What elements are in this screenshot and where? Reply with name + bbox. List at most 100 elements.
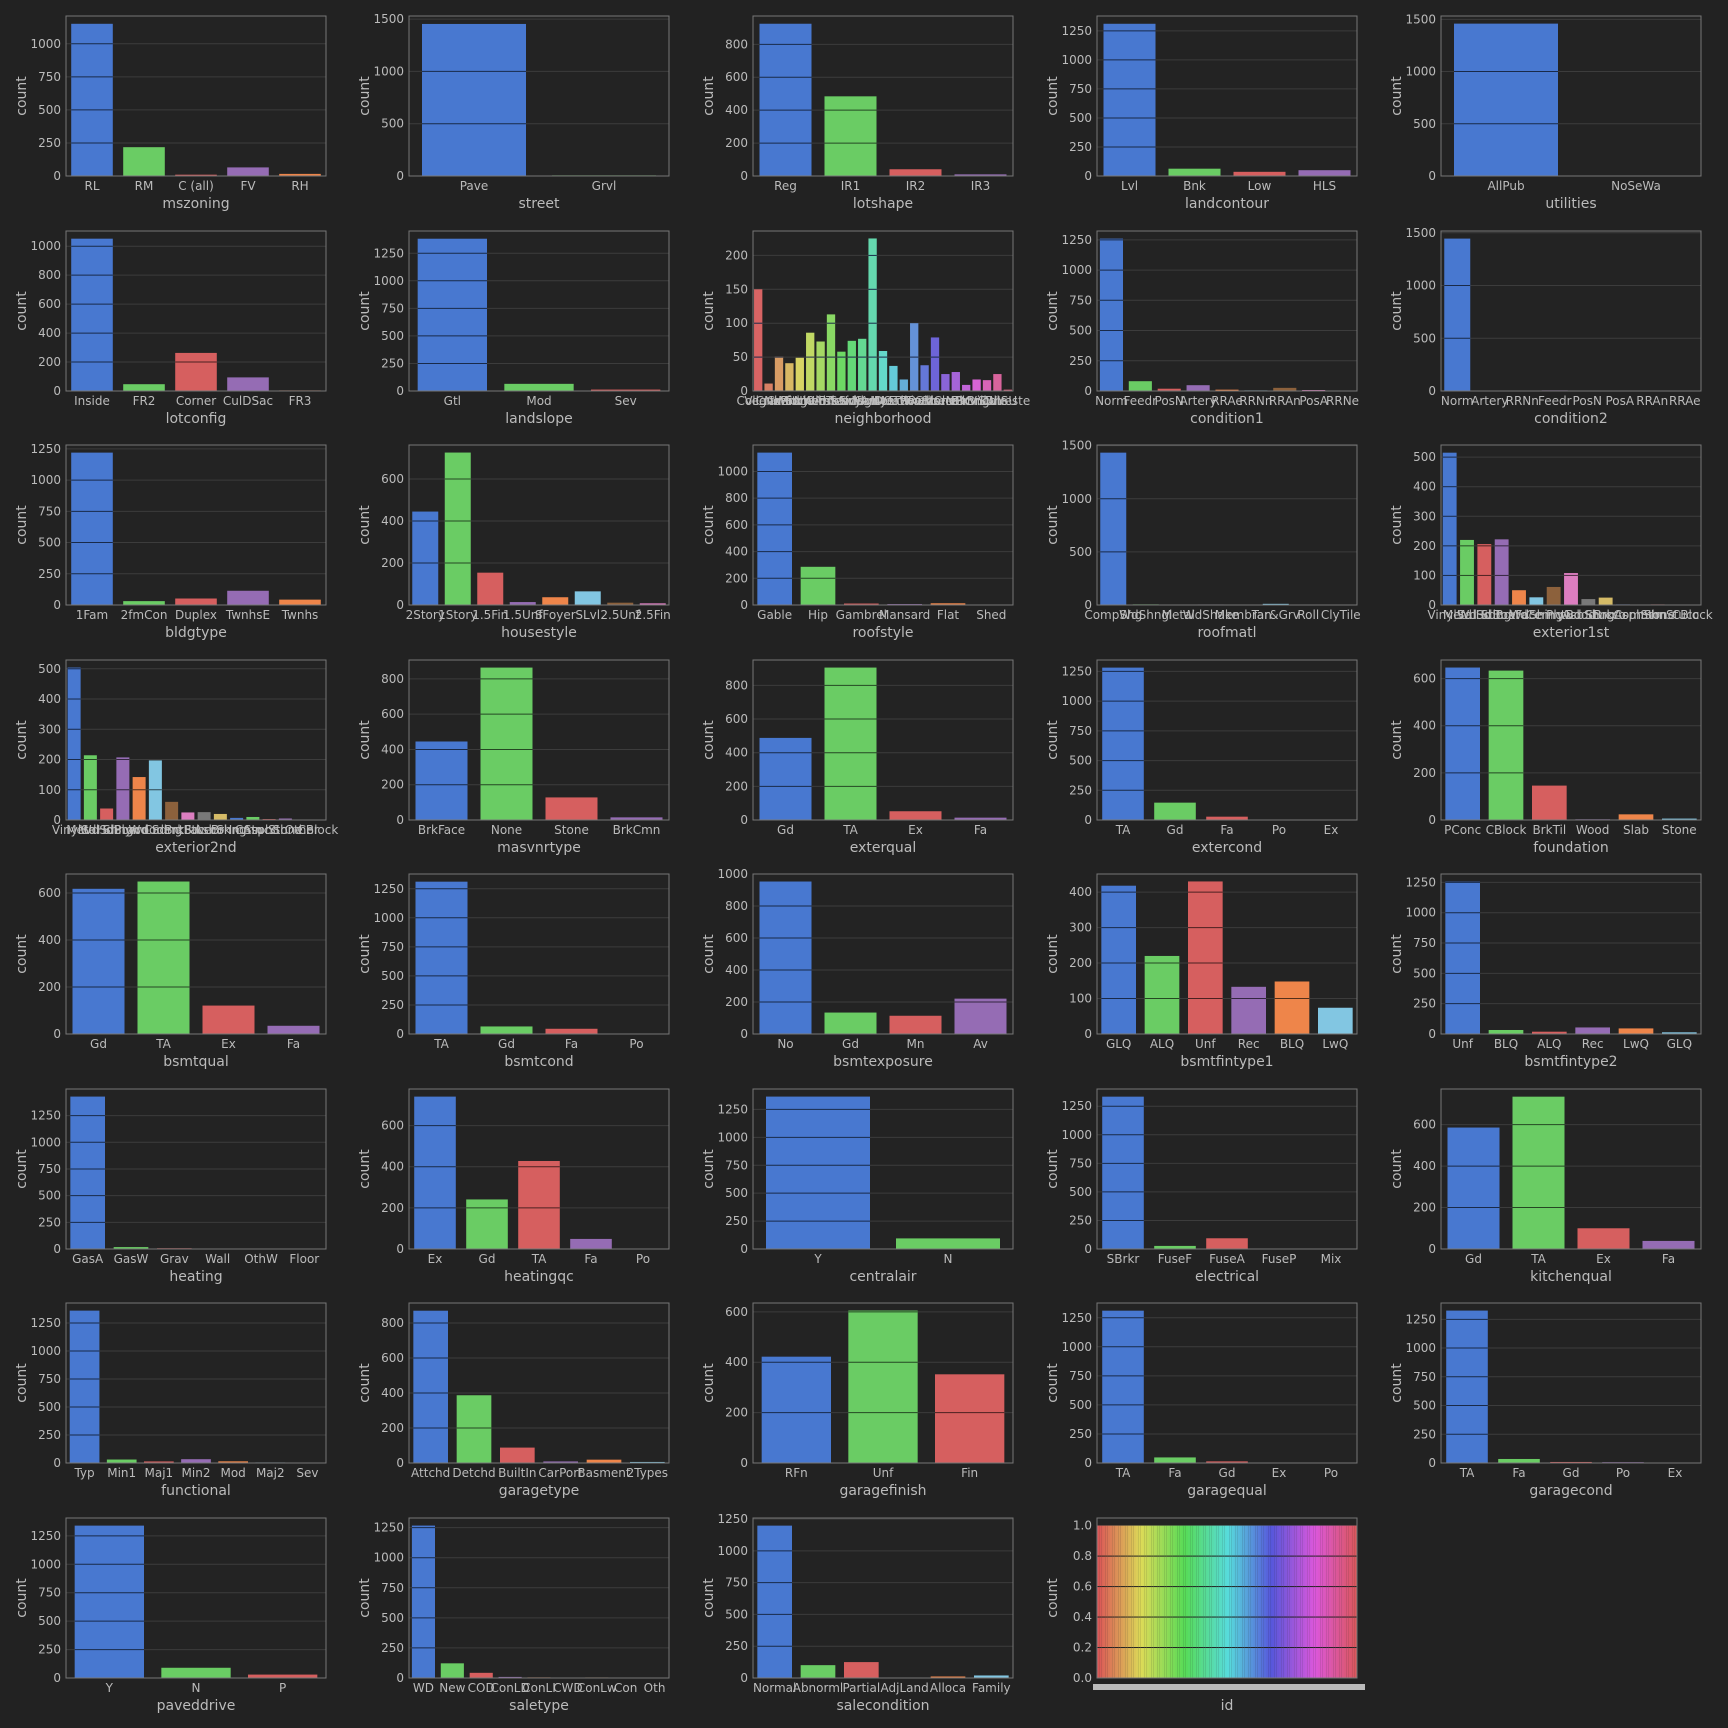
y-tick-label: 750 bbox=[38, 1372, 61, 1386]
x-tick-label: C (all) bbox=[178, 179, 214, 193]
bar bbox=[1445, 881, 1480, 1034]
x-tick-label: Alloca bbox=[930, 1681, 966, 1695]
bar bbox=[824, 96, 877, 176]
y-tick-label: 1250 bbox=[717, 1102, 748, 1116]
bar bbox=[161, 1667, 231, 1678]
bar bbox=[71, 452, 113, 605]
bar bbox=[930, 337, 940, 391]
y-tick-label: 0 bbox=[740, 384, 748, 398]
y-tick-label: 200 bbox=[1069, 956, 1092, 970]
x-tick-label: Gd bbox=[842, 1037, 859, 1051]
x-tick-label: Po bbox=[1324, 1466, 1338, 1480]
y-tick-label: 1250 bbox=[1405, 875, 1436, 889]
x-tick-label: NAmes bbox=[851, 394, 894, 408]
bar bbox=[1512, 590, 1526, 605]
bar bbox=[1206, 1461, 1248, 1463]
x-axis-label: landcontour bbox=[1185, 196, 1269, 212]
y-tick-label: 1000 bbox=[373, 64, 404, 78]
x-tick-label: Shed bbox=[976, 608, 1006, 622]
bar bbox=[477, 572, 504, 605]
subplot-exterqual: 0 200 400 600 800 Gd TA Ex Fa exterqual count bbox=[701, 659, 1014, 856]
y-tick-label: 1000 bbox=[717, 1544, 748, 1558]
bar bbox=[1262, 603, 1289, 605]
y-tick-label: 1250 bbox=[30, 442, 61, 456]
y-axis-label: count bbox=[357, 1149, 373, 1189]
subplot-street: 0 500 1000 1500 Pave Grvl street count bbox=[357, 12, 670, 212]
y-tick-label: 250 bbox=[1069, 783, 1092, 797]
x-tick-label: Fa bbox=[974, 823, 987, 837]
y-tick-label: 0 bbox=[1084, 813, 1092, 827]
y-tick-label: 1000 bbox=[30, 1344, 61, 1358]
y-tick-label: 750 bbox=[725, 1576, 748, 1590]
bar bbox=[930, 603, 966, 605]
y-tick-label: 0 bbox=[53, 1027, 61, 1041]
axes-frame bbox=[408, 15, 670, 177]
x-tick-label: BuiltIn bbox=[498, 1466, 536, 1480]
x-axis-label: housestyle bbox=[501, 625, 577, 641]
bar bbox=[1261, 1525, 1264, 1678]
bar bbox=[1618, 1028, 1654, 1034]
y-axis-label: count bbox=[357, 720, 373, 760]
y-tick-label: 250 bbox=[1413, 1427, 1436, 1441]
bar bbox=[123, 384, 165, 391]
x-tick-label: Membran bbox=[1215, 608, 1272, 622]
bar bbox=[1125, 1525, 1128, 1678]
bar bbox=[1331, 1525, 1334, 1678]
bar bbox=[132, 777, 146, 820]
y-tick-label: 500 bbox=[1069, 1398, 1092, 1412]
bar bbox=[1274, 981, 1310, 1034]
x-axis-label: condition1 bbox=[1190, 411, 1264, 427]
x-tick-label: RH bbox=[291, 179, 308, 193]
x-tick-label: HdBoard bbox=[97, 823, 149, 837]
y-tick-label: 1250 bbox=[1061, 1311, 1092, 1325]
bar bbox=[543, 1461, 578, 1463]
x-tick-label: 2Story bbox=[406, 608, 445, 622]
bar bbox=[144, 1461, 174, 1463]
y-tick-label: 50 bbox=[733, 350, 748, 364]
bar bbox=[1298, 170, 1351, 176]
bar bbox=[570, 1238, 612, 1249]
x-axis-label: paveddrive bbox=[157, 1698, 236, 1714]
x-tick-label: WdShngl bbox=[1119, 608, 1172, 622]
y-tick-label: 0.8 bbox=[1073, 1549, 1092, 1563]
bar bbox=[1445, 667, 1480, 820]
y-tick-label: 800 bbox=[725, 678, 748, 692]
y-tick-label: 1000 bbox=[1061, 1128, 1092, 1142]
bar bbox=[1170, 1525, 1173, 1678]
subplot-bsmtcond: 0 250 500 750 1000 1250 TA Gd Fa Po bsmtcond count bbox=[357, 873, 670, 1070]
x-tick-label: TA bbox=[155, 1037, 171, 1051]
y-tick-label: 750 bbox=[38, 70, 61, 84]
y-tick-label: 1250 bbox=[30, 1109, 61, 1123]
y-tick-label: 500 bbox=[725, 1607, 748, 1621]
bar bbox=[1305, 1525, 1308, 1678]
subplot-lotconfig: 0 200 400 600 800 1000 Inside FR2 Corner CulDSac F… bbox=[14, 230, 327, 427]
y-tick-label: 600 bbox=[725, 70, 748, 84]
axes-frame bbox=[1440, 230, 1702, 392]
x-tick-label: FV bbox=[240, 179, 256, 193]
y-tick-label: 500 bbox=[1413, 450, 1436, 464]
y-axis-label: count bbox=[14, 934, 30, 974]
bar bbox=[1498, 1458, 1540, 1463]
bar bbox=[1442, 452, 1457, 605]
bar bbox=[1339, 1525, 1342, 1678]
y-tick-label: 250 bbox=[38, 136, 61, 150]
y-tick-label: 0 bbox=[1084, 169, 1092, 183]
bar bbox=[1103, 23, 1156, 177]
y-tick-label: 0 bbox=[53, 598, 61, 612]
y-tick-label: 0 bbox=[740, 1456, 748, 1470]
bar bbox=[518, 1160, 560, 1249]
bar bbox=[71, 23, 113, 177]
x-axis-label: kitchenqual bbox=[1530, 1269, 1612, 1285]
bar bbox=[123, 147, 165, 176]
x-tick-label: PosA bbox=[1299, 394, 1328, 408]
x-tick-label: BrkFace bbox=[418, 823, 465, 837]
bar bbox=[1188, 881, 1223, 1034]
y-tick-label: 0.4 bbox=[1073, 1610, 1092, 1624]
x-tick-label: Y bbox=[105, 1681, 114, 1695]
bar bbox=[1444, 238, 1471, 391]
y-tick-label: 0.0 bbox=[1073, 1671, 1092, 1685]
bar bbox=[1175, 1525, 1178, 1678]
bar bbox=[1101, 885, 1136, 1034]
